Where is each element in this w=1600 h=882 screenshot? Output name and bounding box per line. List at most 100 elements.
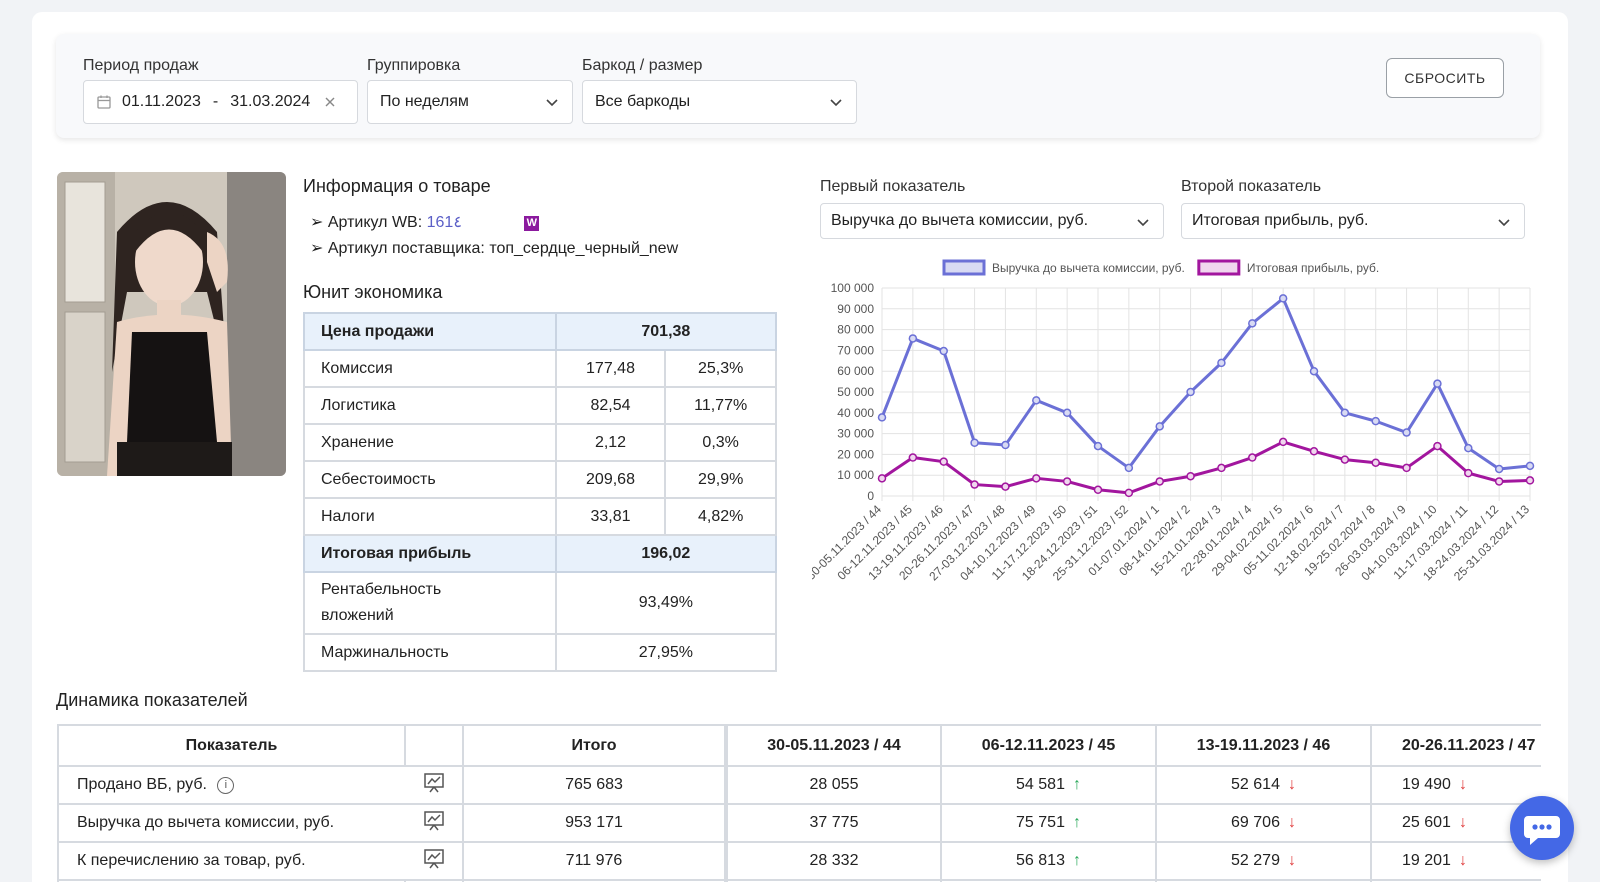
- legend-label: Выручка до вычета комиссии, руб.: [992, 261, 1185, 275]
- y-tick-label: 10 000: [837, 468, 874, 482]
- roi-label-line: Рентабельность: [321, 581, 442, 598]
- date-range-input[interactable]: 01.11.2023 - 31.03.2024: [83, 80, 358, 124]
- supplier-article-label: ➢ Артикул поставщика:: [310, 240, 485, 257]
- table-row: [57, 879, 1541, 882]
- chat-button[interactable]: [1510, 796, 1574, 860]
- data-point: [1525, 461, 1535, 471]
- data-point: [1278, 437, 1288, 447]
- cell-value: 19 201: [1402, 852, 1451, 869]
- chevron-down-icon: [830, 99, 842, 107]
- data-point: [1371, 458, 1380, 467]
- trend-up-icon: ↑: [1072, 852, 1081, 869]
- table-row: Налоги 33,81 4,82%: [303, 497, 777, 536]
- grouping-select[interactable]: По неделям: [367, 80, 573, 124]
- cell-value: 177,48: [554, 349, 667, 388]
- data-point: [1278, 294, 1288, 303]
- col-header-week: 20-26.11.2023 / 47: [1370, 724, 1541, 767]
- barcode-value: Все баркоды: [595, 93, 691, 110]
- week-cell: 28 055: [725, 765, 942, 805]
- trend-up-icon: ↑: [1072, 814, 1081, 831]
- table-row: Себестоимость 209,68 29,9%: [303, 460, 777, 499]
- data-point: [970, 438, 979, 447]
- supplier-article-line: ➢ Артикул поставщика: топ_сердце_черный_…: [310, 238, 678, 258]
- second-indicator-label: Второй показатель: [1181, 178, 1322, 195]
- cell-pct: 11,77%: [664, 386, 777, 425]
- second-indicator-select[interactable]: Итоговая прибыль, руб.: [1181, 203, 1525, 239]
- calendar-icon: [97, 95, 111, 109]
- first-indicator-select[interactable]: Выручка до вычета комиссии, руб.: [820, 203, 1164, 239]
- chart-toggle-icon[interactable]: [423, 810, 445, 832]
- y-tick-label: 60 000: [837, 364, 874, 378]
- chart-toggle-icon[interactable]: [423, 848, 445, 870]
- week-cell: 54 581 ↑: [940, 765, 1157, 805]
- wb-article-line: ➢ Артикул WB: 161٤ W: [310, 212, 540, 232]
- data-point: [1309, 366, 1319, 376]
- info-icon[interactable]: i: [217, 777, 235, 794]
- col-header-chart: [404, 724, 464, 767]
- barcode-select[interactable]: Все баркоды: [582, 80, 857, 124]
- roi-label-line: вложений: [321, 607, 394, 624]
- cell-value: 54 581: [1016, 776, 1065, 793]
- data-point: [1001, 440, 1010, 450]
- cell-label: Себестоимость: [303, 460, 557, 499]
- cell-pct: 25,3%: [664, 349, 777, 388]
- data-point: [1032, 474, 1041, 483]
- col-header-week: 06-12.11.2023 / 45: [940, 724, 1157, 767]
- chevron-down-icon: [1498, 219, 1510, 227]
- data-point: [1155, 422, 1164, 431]
- cell-pct: 4,82%: [664, 497, 777, 536]
- cell-value: 56 813: [1016, 852, 1065, 869]
- data-point: [1464, 468, 1473, 478]
- dynamics-table-wrap[interactable]: Показатель Итого 30-05.11.2023 / 44 06-1…: [57, 724, 1541, 882]
- total-cell: 953 171: [462, 803, 728, 843]
- supplier-article-value: топ_сердце_черный_new: [489, 240, 679, 257]
- data-point: [1217, 463, 1226, 473]
- trend-down-icon: ↓: [1458, 776, 1467, 793]
- chevron-down-icon: [546, 99, 558, 107]
- chat-icon: [1524, 816, 1560, 845]
- y-tick-label: 20 000: [837, 447, 874, 461]
- cell-value: 2,12: [554, 423, 667, 462]
- data-point: [1525, 476, 1535, 485]
- unit-economics-table: Цена продажи 701,38 Комиссия 177,48 25,3…: [303, 312, 778, 672]
- clear-icon[interactable]: [324, 96, 336, 108]
- first-indicator-label: Первый показатель: [820, 178, 966, 195]
- price-value: 701,38: [554, 312, 778, 351]
- cell-value: 82,54: [554, 386, 667, 425]
- dynamics-table: Показатель Итого 30-05.11.2023 / 44 06-1…: [57, 724, 1541, 882]
- y-tick-label: 90 000: [837, 302, 874, 316]
- profit-label: Итоговая прибыль: [303, 534, 557, 573]
- line-chart: 0 10 000 20 000 30 000 40 000 50 000 60 000 70 …: [812, 259, 1535, 583]
- data-point: [1433, 441, 1442, 451]
- wb-badge-icon[interactable]: W: [524, 216, 540, 231]
- row-label: К перечислению за товар, руб.: [57, 841, 405, 881]
- data-point: [1093, 441, 1103, 451]
- total-cell: 711 976: [462, 841, 728, 881]
- reset-button[interactable]: СБРОСИТЬ: [1386, 58, 1504, 98]
- cell-value: 52 614: [1231, 776, 1280, 793]
- wb-article-link[interactable]: 161٤: [426, 214, 462, 231]
- profit-value: 196,02: [554, 534, 778, 573]
- y-tick-label: 100 000: [831, 281, 875, 295]
- trend-down-icon: ↓: [1458, 814, 1467, 831]
- margin-label: Маржинальность: [303, 633, 557, 672]
- data-point: [1032, 396, 1041, 405]
- margin-value: 27,95%: [554, 633, 778, 672]
- legend-swatch: [942, 259, 986, 276]
- data-point: [1371, 416, 1380, 426]
- chart-cell: [405, 841, 464, 881]
- data-point: [1340, 455, 1350, 464]
- cell-value: 209,68: [554, 460, 667, 499]
- data-point: [1494, 477, 1504, 486]
- product-photo: [57, 172, 286, 476]
- chart-toggle-icon[interactable]: [423, 772, 445, 794]
- table-row: Комиссия 177,48 25,3%: [303, 349, 777, 388]
- week-cell: 56 813 ↑: [940, 841, 1157, 881]
- col-header-total: Итого: [462, 724, 728, 767]
- table-row: Рентабельность вложений 93,49%: [303, 571, 778, 635]
- table-row: Итоговая прибыль 196,02: [303, 534, 778, 573]
- total-cell: 765 683: [462, 765, 728, 805]
- week-cell: 69 706 ↓: [1155, 803, 1372, 843]
- cell-value: 52 279: [1231, 852, 1280, 869]
- y-tick-label: 80 000: [837, 323, 874, 337]
